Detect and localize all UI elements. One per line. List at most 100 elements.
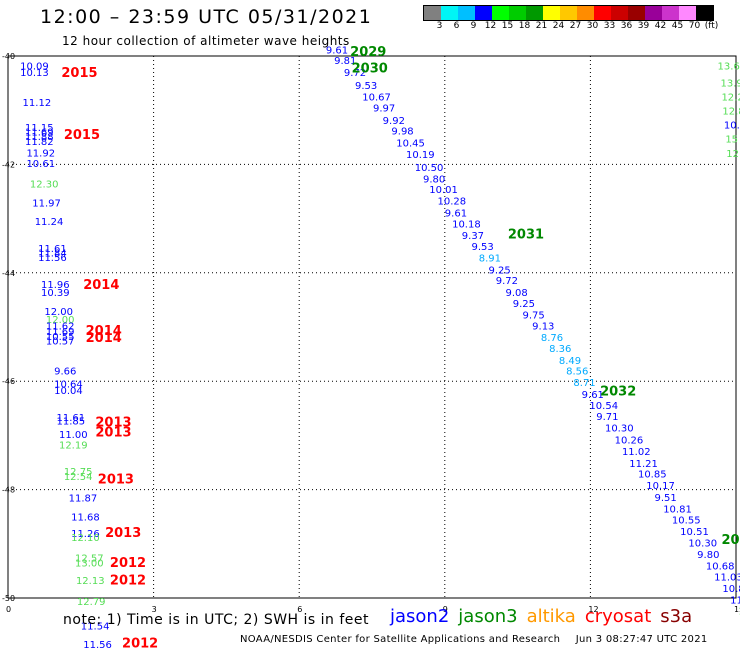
wave-height-label: 9.61 <box>582 390 604 401</box>
colorbar-swatch <box>441 6 458 20</box>
wave-height-label: 10.86 <box>722 584 740 595</box>
wave-height-label: 10.19 <box>406 150 435 161</box>
x-tick-label: 9 <box>443 605 448 614</box>
wave-height-label: 11.82 <box>25 137 54 148</box>
pass-number-label: 2012 <box>122 636 158 650</box>
x-tick-label: 12 <box>588 605 598 614</box>
page-title: 12:00 – 23:59 UTC 05/31/2021 <box>40 6 373 28</box>
wave-height-label: 9.13 <box>532 322 554 333</box>
colorbar-swatch <box>662 6 679 20</box>
wave-height-label: 8.49 <box>559 356 581 367</box>
wave-height-label: 11.15 <box>25 123 54 134</box>
wave-height-label: 9.81 <box>334 56 356 67</box>
wave-height-label: 12.19 <box>59 440 88 451</box>
colorbar-swatch <box>458 6 475 20</box>
colorbar-label: 27 <box>569 21 582 31</box>
colorbar-swatch <box>679 6 696 20</box>
wave-height-label: 10.45 <box>396 139 425 150</box>
wave-height-label: 11.69 <box>46 327 75 338</box>
colorbar-swatch <box>645 6 662 20</box>
colorbar-label: 18 <box>518 21 531 31</box>
pass-labels: 2029203020312032203320152015201420142014… <box>61 45 740 650</box>
wave-height-label: 11.97 <box>32 199 61 210</box>
colorbar-label: 3 <box>436 21 443 31</box>
pass-number-label: 2030 <box>352 61 388 76</box>
wave-height-label: 12.54 <box>64 472 93 483</box>
wave-height-label: 10.01 <box>429 185 458 196</box>
y-tick-label: -44 <box>2 269 15 278</box>
wave-height-label: 9.61 <box>445 208 467 219</box>
footer-timestamp: Jun 3 08:27:47 UTC 2021 <box>575 634 708 645</box>
wave-height-label: 10.13 <box>20 68 49 79</box>
wave-height-label: 9.75 <box>522 310 544 321</box>
wave-height-label: 10.67 <box>362 92 391 103</box>
wave-height-label: 10.26 <box>615 436 644 447</box>
axis-ticks: 0 3 6 9 12 15 -40 -42 -44 -46 -48 -50 <box>2 52 740 614</box>
plot-frame <box>7 55 737 599</box>
y-tick-label: -40 <box>2 52 15 61</box>
wave-height-label: 13.00 <box>75 559 104 570</box>
wave-height-label: 11.61 <box>57 413 86 424</box>
x-tick-label: 6 <box>297 605 302 614</box>
wave-height-label: 10.51 <box>680 527 709 538</box>
wave-height-label: 10.81 <box>663 504 692 515</box>
wave-height-label: 10.55 <box>672 516 701 527</box>
footer-credit: NOAA/NESDIS Center for Satellite Applica… <box>240 634 561 645</box>
y-tick-label: -46 <box>2 377 15 386</box>
pass-number-label: 2015 <box>61 66 97 81</box>
colorbar-swatch <box>594 6 611 20</box>
colorbar-label: 12 <box>484 21 497 31</box>
wave-height-label: 12.8 <box>722 107 740 118</box>
wave-height-label: 12.57 <box>75 554 104 565</box>
colorbar-swatch <box>475 6 492 20</box>
y-tick-label: -50 <box>2 594 15 603</box>
wave-height-label: 10.85 <box>638 470 667 481</box>
wave-height-label: 11.21 <box>629 459 658 470</box>
wave-height-label: 12.2 <box>721 92 740 103</box>
colorbar-label: 21 <box>535 21 548 31</box>
y-tick-label: -48 <box>2 486 15 495</box>
wave-height-label: 10.55 <box>46 332 75 343</box>
wave-height-label: 10.54 <box>589 401 618 412</box>
pass-number-label: 2014 <box>86 324 122 339</box>
pass-number-label: 2012 <box>110 573 146 588</box>
wave-height-label: 10.50 <box>415 163 444 174</box>
wave-height-label: 9.66 <box>54 367 76 378</box>
wave-height-label: 11.84 <box>38 249 67 260</box>
colorbar-swatch <box>543 6 560 20</box>
colorbar-label: 36 <box>620 21 633 31</box>
wave-height-label: 15 <box>725 135 738 146</box>
wave-height-label: 9.80 <box>423 174 445 185</box>
colorbar-swatch <box>424 6 441 20</box>
satellite-legend-item: s3a <box>660 606 693 627</box>
wave-height-label: 9.53 <box>471 242 493 253</box>
pass-number-label: 2013 <box>98 473 134 488</box>
wave-height-label: 13.69 <box>718 62 740 73</box>
pass-number-label: 2031 <box>508 228 544 243</box>
wave-height-label: 9.97 <box>373 103 395 114</box>
satellite-legend-item: jason3 <box>458 606 518 627</box>
wave-height-label: 11.00 <box>59 430 88 441</box>
wave-height-label: 11.02 <box>622 447 651 458</box>
colorbar-swatch <box>628 6 645 20</box>
wave-height-label: 11.03 <box>714 573 740 584</box>
wave-height-label: 11.87 <box>69 494 98 505</box>
wave-height-label: 9.80 <box>697 550 719 561</box>
pass-number-label: 2014 <box>83 278 119 293</box>
wave-height-label: 11.69 <box>25 128 54 139</box>
pass-number-label: 2032 <box>600 384 636 399</box>
wave-height-label: 10.64 <box>54 380 83 391</box>
colorbar-swatch <box>696 6 713 20</box>
satellite-legend-item: altika <box>526 606 576 627</box>
colorbar-swatch <box>560 6 577 20</box>
colorbar-label: 30 <box>586 21 599 31</box>
wave-height-label: 11.18 <box>730 595 740 606</box>
y-tick-label: -42 <box>2 160 15 169</box>
wave-height-label: 9.72 <box>496 276 518 287</box>
wave-height-label: 12.03 <box>738 606 740 617</box>
pass-number-label: 2012 <box>110 556 146 571</box>
wave-height-label: 11.56 <box>83 640 112 650</box>
wave-height-label: 11.12 <box>23 98 52 109</box>
wave-height-label: 10.09 <box>20 62 49 73</box>
